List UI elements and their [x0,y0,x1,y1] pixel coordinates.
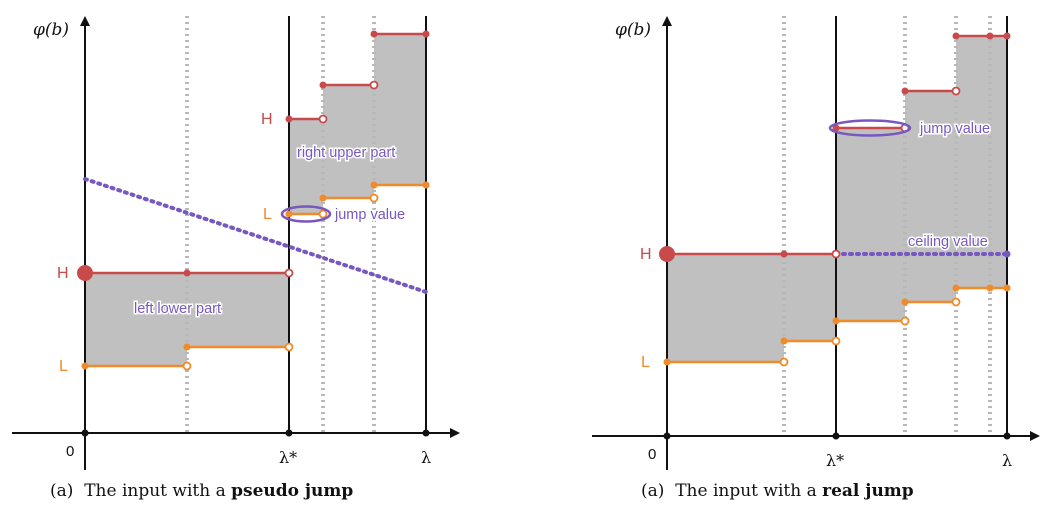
left-panel: φ(b) 0 λ* λ H L H L left lower part righ… [12,16,460,501]
right-upper-part-region [323,85,374,198]
low-open-point [318,209,328,219]
axis-point [832,432,840,440]
high-big-point [77,265,93,281]
caption-prefix: (a) The input with a [641,481,822,501]
caption-bold: pseudo jump [231,481,353,501]
low-open-point [951,297,961,307]
low-point [1003,284,1011,292]
right-upper-part-label: right upper part [297,145,395,161]
y-axis-label: φ(b) [33,20,69,40]
shaded-region [905,91,956,302]
jump-value-ellipse [280,205,332,223]
shaded-region [836,128,905,321]
axis-point [285,429,293,437]
jump-value-ellipse [828,119,912,137]
high-point [422,30,430,38]
low-open-point [284,342,294,352]
low-point [81,362,89,370]
axis-point [422,429,430,437]
lambda-label: λ [421,448,431,467]
left-lower-part-region [187,273,289,347]
high-big-point [659,246,675,262]
axis-point [81,429,89,437]
high-point [780,250,788,258]
low-open-point [369,193,379,203]
high-open-point [284,268,294,278]
high-point [285,115,293,123]
low-open-point [900,316,910,326]
high-label: H [640,246,652,263]
purple-dotted-line [83,177,428,294]
low-point [370,181,378,189]
low-point [183,343,191,351]
lambda-star-label: λ* [279,448,297,467]
low-point [832,317,840,325]
high-point [952,32,960,40]
high-open-point [369,80,379,90]
high-point [1003,32,1011,40]
high-point [370,30,378,38]
low-open-point [779,357,789,367]
low-point [663,358,671,366]
origin-label: 0 [66,443,74,460]
axis-point [1003,432,1011,440]
left-lower-part-label: left lower part [134,301,221,317]
low-label: L [641,354,650,371]
low-open-point [182,361,192,371]
left-caption: (a) The input with a pseudo jump [50,481,353,501]
high-point [183,269,191,277]
lambda-label: λ [1002,451,1012,470]
high-open-point [831,249,841,259]
high-point [986,32,994,40]
low-point [780,337,788,345]
high-point [319,81,327,89]
low-open-point [831,336,841,346]
shaded-region [956,36,1007,289]
ceiling-point [1003,250,1011,258]
left-lower-part-region [85,273,187,366]
caption-prefix: (a) The input with a [50,481,231,501]
lambda-star-label: λ* [826,451,844,470]
high-point [901,87,909,95]
origin-label: 0 [648,446,656,463]
jump-value-label: jump value [919,121,990,137]
low-point [986,284,994,292]
axis-point [663,432,671,440]
low-label: L [59,358,68,375]
low-point [901,298,909,306]
low-label: L [263,206,272,223]
jump-value-label: jump value [334,207,405,223]
shaded-region [784,254,836,341]
high-open-point [318,114,328,124]
low-point [319,194,327,202]
shaded-region [667,254,784,362]
ceiling-value-label: ceiling value [908,234,988,250]
right-upper-part-region [289,119,323,214]
right-caption: (a) The input with a real jump [641,481,914,501]
high-label: H [261,111,273,128]
low-point [285,210,293,218]
high-point [832,124,840,132]
caption-bold: real jump [822,481,914,501]
high-label: H [57,265,69,282]
right-upper-part-region [374,34,426,185]
y-axis-label: φ(b) [615,20,651,40]
low-point [422,181,430,189]
low-point [952,284,960,292]
high-open-point [951,86,961,96]
right-panel: φ(b) 0 λ* λ H L jump value ceiling value… [592,16,1040,501]
